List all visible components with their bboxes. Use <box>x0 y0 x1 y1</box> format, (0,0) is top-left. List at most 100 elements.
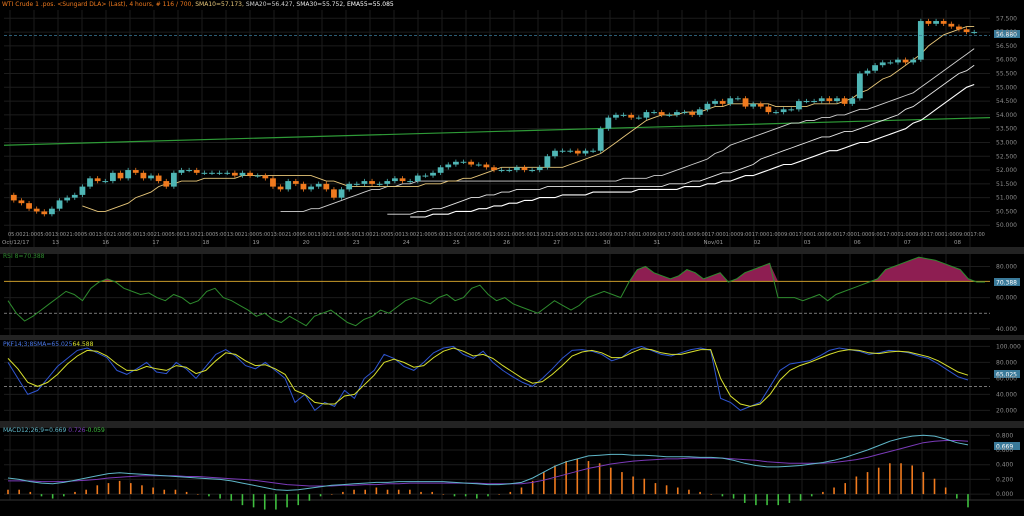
macd-histogram-bar <box>967 494 969 508</box>
macd-histogram-bar <box>353 489 355 495</box>
candle <box>666 112 673 118</box>
date-tick-label: 23 <box>353 240 360 246</box>
time-tick-label: 05:00 <box>37 232 51 238</box>
macd-histogram-bar <box>74 491 76 495</box>
time-tick-label: 17:00 <box>970 232 984 238</box>
macd-histogram-bar <box>520 487 523 495</box>
macd-histogram-bar <box>688 489 690 495</box>
date-tick-label: Nov/01 <box>704 240 724 246</box>
time-tick-label: 05:00 <box>256 232 270 238</box>
macd-histogram-bar <box>710 494 713 495</box>
candle-body <box>323 183 330 190</box>
candle-body <box>605 117 612 129</box>
macd-histogram-bar <box>364 489 367 495</box>
macd-histogram-bar <box>699 491 701 495</box>
candle-body <box>49 208 55 215</box>
candle <box>628 112 635 120</box>
candle-body <box>491 167 497 171</box>
candle <box>559 148 566 153</box>
rsi-tick-label: 60.000 <box>996 295 1017 302</box>
time-tick-label: 01:00 <box>635 232 649 238</box>
candle-body <box>910 59 917 63</box>
candle-body <box>369 181 375 184</box>
time-tick-label: 21:00 <box>329 232 343 238</box>
rsi-line <box>7 256 985 327</box>
candle <box>247 170 253 178</box>
macd-histogram-bar <box>855 476 858 495</box>
macd-histogram-bar <box>944 487 947 495</box>
candle-body <box>818 98 825 102</box>
candle-body <box>651 112 657 114</box>
macd-panel[interactable] <box>7 434 969 510</box>
candle-body <box>559 150 566 152</box>
long-ma-line <box>3 117 991 146</box>
candle-body <box>513 167 520 171</box>
time-tick-label: 21:00 <box>285 232 299 238</box>
time-tick-label: 01:00 <box>679 232 693 238</box>
candle <box>414 173 421 184</box>
rsi-panel[interactable] <box>4 256 990 327</box>
candle-body <box>750 103 757 107</box>
candle <box>704 101 711 112</box>
pk-tick-label: 60.000 <box>996 375 1017 382</box>
candle-body <box>757 103 764 107</box>
candle-body <box>498 170 505 172</box>
macd-histogram-bar <box>531 480 534 495</box>
candle <box>132 167 139 176</box>
price-tick-label: 56.000 <box>996 57 1017 64</box>
macd-histogram-bar <box>96 485 99 495</box>
time-tick-label: 21:00 <box>416 232 430 238</box>
time-tick-label: 09:00 <box>650 232 664 238</box>
candle <box>224 170 231 176</box>
date-tick-label: 30 <box>603 240 610 246</box>
candle <box>864 68 871 76</box>
panel-separator <box>0 335 1024 340</box>
candle-body <box>933 21 939 24</box>
candle-body <box>643 112 650 118</box>
candle-body <box>834 98 840 102</box>
candle-body <box>102 181 109 183</box>
candle-body <box>940 21 947 24</box>
candle-body <box>597 128 604 151</box>
sma20-line <box>280 48 975 212</box>
candle <box>353 181 360 187</box>
candle <box>49 206 55 217</box>
macd-histogram-bar <box>7 489 9 495</box>
candle <box>719 98 726 107</box>
macd-histogram-bar <box>286 494 288 508</box>
pk-panel[interactable] <box>4 345 990 412</box>
time-tick-label: 01:00 <box>941 232 955 238</box>
candle-body <box>658 112 665 115</box>
macd-histogram-bar <box>487 494 489 497</box>
candle-body <box>826 98 833 102</box>
candle <box>498 167 505 173</box>
candle <box>346 181 353 192</box>
candle <box>834 96 840 104</box>
time-tick-label: 05:00 <box>518 232 532 238</box>
candle-body <box>163 181 170 187</box>
candle <box>803 98 810 104</box>
price-tick-label: 57.500 <box>996 15 1017 22</box>
candle-body <box>895 59 901 63</box>
date-tick-label: 25 <box>453 240 460 246</box>
macd-histogram-bar <box>118 480 121 495</box>
macd-histogram-bar <box>755 494 757 506</box>
candle <box>818 96 825 104</box>
macd-histogram-bar <box>107 483 110 495</box>
candle <box>94 176 101 184</box>
date-tick-label: 07 <box>904 240 911 246</box>
price-tick-label: 51.000 <box>996 195 1017 202</box>
candle-body <box>353 183 360 185</box>
candle <box>574 148 581 156</box>
price-tick-label: 50.000 <box>996 222 1017 229</box>
time-tick-label: 05:00 <box>343 232 357 238</box>
price-panel[interactable] <box>3 18 991 218</box>
macd-histogram-bar <box>554 465 556 495</box>
macd-histogram-bar <box>665 485 668 495</box>
candle-body <box>765 106 772 113</box>
time-tick-label: 05:00 <box>300 232 314 238</box>
candle <box>384 178 391 187</box>
candle-body <box>87 178 93 187</box>
macd-histogram-bar <box>319 494 322 497</box>
